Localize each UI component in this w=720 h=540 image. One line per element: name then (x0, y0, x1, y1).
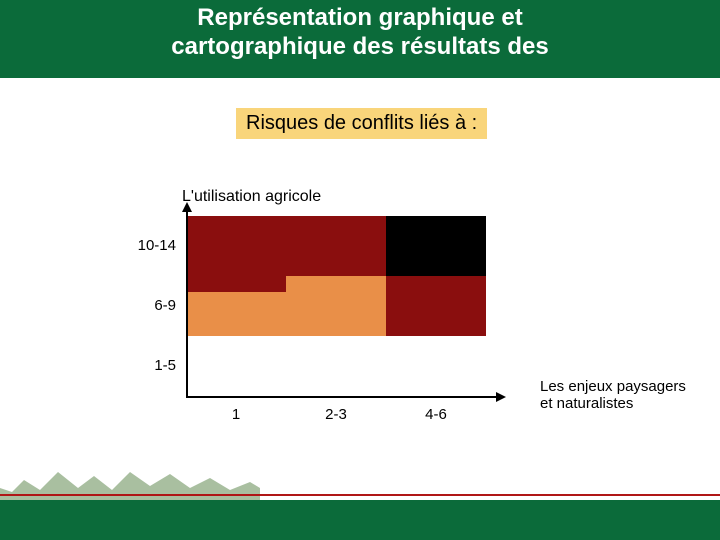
heatmap-cell (386, 276, 486, 336)
x-caption-line-1: Les enjeux paysagers (540, 378, 686, 395)
footer-green-bar (0, 500, 720, 540)
x-caption-line-2: et naturalistes (540, 395, 633, 412)
y-axis-line (186, 208, 188, 396)
y-tick-label: 6-9 (128, 297, 176, 314)
y-tick-label: 10-14 (128, 237, 176, 254)
header-bar: Représentation graphique et cartographiq… (0, 0, 720, 78)
heatmap-cell (386, 216, 486, 276)
subtitle-text: Risques de conflits liés à : (246, 112, 477, 134)
footer-red-line (0, 494, 720, 496)
heatmap-cell (286, 336, 386, 396)
heatmap-chart (186, 216, 486, 396)
title-line-1: Représentation graphique et (197, 4, 522, 31)
heatmap-cell (386, 336, 486, 396)
page-title: Représentation graphique et cartographiq… (0, 0, 720, 64)
x-tick-label: 1 (206, 406, 266, 423)
x-tick-label: 2-3 (306, 406, 366, 423)
heatmap-cell (186, 216, 286, 276)
heatmap-cell (286, 216, 386, 276)
title-line-2: cartographique des résultats des (171, 33, 548, 60)
y-axis-title: L'utilisation agricole (182, 188, 321, 206)
subtitle-box: Risques de conflits liés à : (236, 108, 487, 139)
x-axis-caption: Les enjeux paysagers et naturalistes (540, 378, 686, 412)
heatmap-cell (286, 276, 386, 336)
y-axis-arrow (182, 202, 192, 212)
heatmap-cell-strip (186, 276, 286, 292)
x-tick-label: 4-6 (406, 406, 466, 423)
heatmap-cell (186, 336, 286, 396)
x-axis-arrow (496, 392, 506, 402)
y-tick-label: 1-5 (128, 357, 176, 374)
x-axis-line (186, 396, 498, 398)
